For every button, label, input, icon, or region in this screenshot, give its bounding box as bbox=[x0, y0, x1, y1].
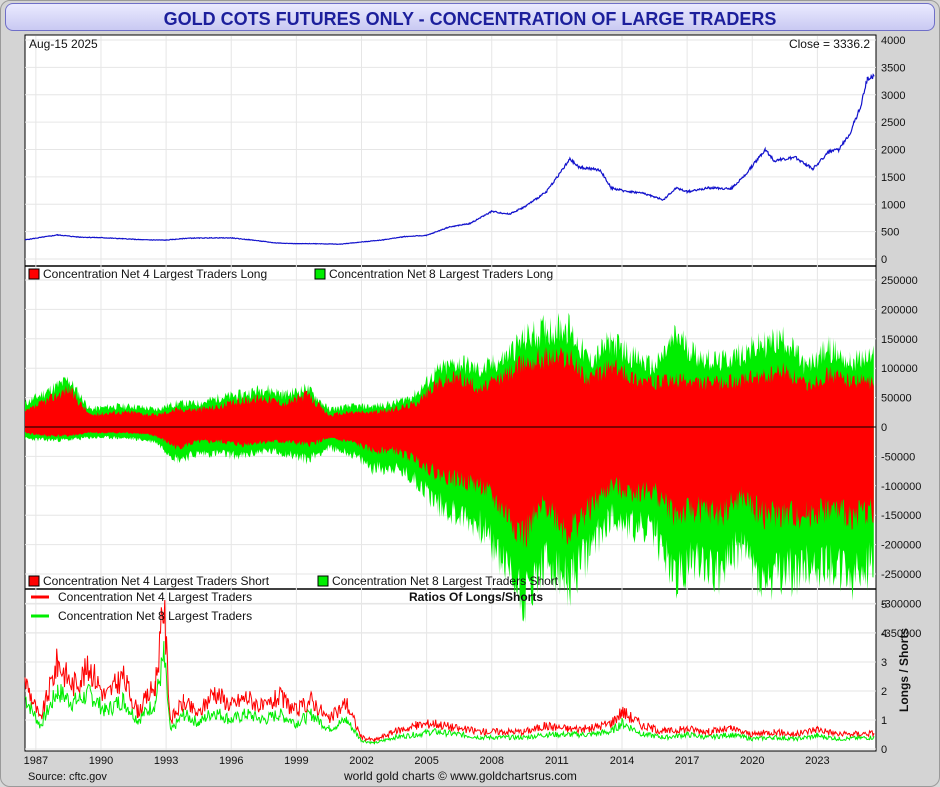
series-lines bbox=[24, 73, 875, 745]
x-tick-label: 2020 bbox=[740, 755, 764, 767]
x-tick-label: 1987 bbox=[24, 755, 48, 767]
concentration-y-tick-label: 50000 bbox=[881, 393, 912, 405]
concentration-areas bbox=[25, 312, 874, 624]
concentration-y-tick-label: 200000 bbox=[881, 304, 918, 316]
price-y-tick-label: 3500 bbox=[881, 62, 905, 74]
source-label: Source: cftc.gov bbox=[28, 771, 107, 783]
concentration-y-tick-label: -100000 bbox=[881, 481, 921, 493]
legend-net8-long-swatch bbox=[314, 268, 326, 280]
chart-title: GOLD COTS FUTURES ONLY - CONCENTRATION O… bbox=[163, 9, 777, 29]
close-label: Close = 3336.2 bbox=[788, 37, 870, 51]
legend-net8-long-label: Concentration Net 8 Largest Traders Long bbox=[329, 267, 553, 281]
ratio8-line bbox=[24, 641, 875, 745]
concentration-y-tick-label: -50000 bbox=[881, 451, 915, 463]
legend-net4-short-label: Concentration Net 4 Largest Traders Shor… bbox=[43, 574, 270, 588]
x-tick-label: 2023 bbox=[805, 755, 829, 767]
concentration-y-tick-label: -200000 bbox=[881, 540, 921, 552]
x-tick-label: 1996 bbox=[219, 755, 243, 767]
x-tick-label: 2014 bbox=[610, 755, 634, 767]
concentration-y-tick-label: -300000 bbox=[881, 598, 921, 610]
price-line bbox=[24, 73, 875, 246]
ratio-y-tick-label: 0 bbox=[881, 744, 887, 756]
ratio-panel-title: Ratios Of Longs/Shorts bbox=[409, 590, 543, 604]
concentration-y-tick-label: 100000 bbox=[881, 363, 918, 375]
credit-label: world gold charts © www.goldchartsrus.co… bbox=[344, 769, 577, 783]
legend-ratio4-label: Concentration Net 4 Largest Traders bbox=[58, 590, 252, 604]
ratio4-line bbox=[24, 599, 875, 742]
price-y-tick-label: 1000 bbox=[881, 199, 905, 211]
ratio-y-tick-label: 1 bbox=[881, 715, 887, 727]
legend-ratio8-label: Concentration Net 8 Largest Traders bbox=[58, 609, 252, 623]
x-tick-label: 2011 bbox=[545, 755, 569, 767]
ratio-y-tick-label: 2 bbox=[881, 686, 887, 698]
x-tick-label: 1999 bbox=[284, 755, 308, 767]
price-y-tick-label: 500 bbox=[881, 227, 899, 239]
price-y-tick-label: 1500 bbox=[881, 172, 905, 184]
grid-lines bbox=[25, 36, 876, 750]
x-tick-label: 2002 bbox=[349, 755, 373, 767]
price-y-tick-label: 4000 bbox=[881, 35, 905, 47]
x-tick-label: 2008 bbox=[480, 755, 504, 767]
price-y-tick-label: 0 bbox=[881, 254, 887, 266]
price-y-tick-label: 2500 bbox=[881, 117, 905, 129]
x-tick-label: 1993 bbox=[154, 755, 178, 767]
concentration-y-tick-label: -350000 bbox=[881, 628, 921, 640]
ratio-y-axis-label: Longs / Shorts bbox=[897, 628, 911, 712]
ratio-y-tick-label: 4 bbox=[881, 628, 887, 640]
net4-short-area bbox=[25, 427, 874, 549]
price-y-tick-label: 3000 bbox=[881, 90, 905, 102]
concentration-y-tick-label: -250000 bbox=[881, 569, 921, 581]
x-tick-label: 2005 bbox=[414, 755, 438, 767]
x-tick-label: 2017 bbox=[675, 755, 699, 767]
legend-net4-long-label: Concentration Net 4 Largest Traders Long bbox=[43, 267, 267, 281]
concentration-y-tick-label: 250000 bbox=[881, 275, 918, 287]
concentration-y-tick-label: -150000 bbox=[881, 510, 921, 522]
x-tick-label: 1990 bbox=[89, 755, 113, 767]
legends: Concentration Net 4 Largest Traders Long… bbox=[28, 267, 559, 623]
concentration-y-tick-label: 150000 bbox=[881, 334, 918, 346]
ratio-y-tick-label: 3 bbox=[881, 657, 887, 669]
legend-net4-short-swatch bbox=[28, 575, 40, 587]
price-y-tick-label: 2000 bbox=[881, 145, 905, 157]
title-bar: GOLD COTS FUTURES ONLY - CONCENTRATION O… bbox=[5, 3, 935, 31]
ratio-y-tick-label: 5 bbox=[881, 599, 887, 611]
date-label: Aug-15 2025 bbox=[29, 37, 98, 51]
axis-labels: 1987 1990 1993 1996 1999 2002 2005 2008 2011 2014… bbox=[24, 35, 922, 767]
legend-net4-long-swatch bbox=[28, 268, 40, 280]
legend-net8-short-swatch bbox=[317, 575, 329, 587]
concentration-y-tick-label: 0 bbox=[881, 422, 887, 434]
net4-long-area bbox=[25, 346, 874, 427]
legend-net8-short-label: Concentration Net 8 Largest Traders Shor… bbox=[332, 574, 559, 588]
